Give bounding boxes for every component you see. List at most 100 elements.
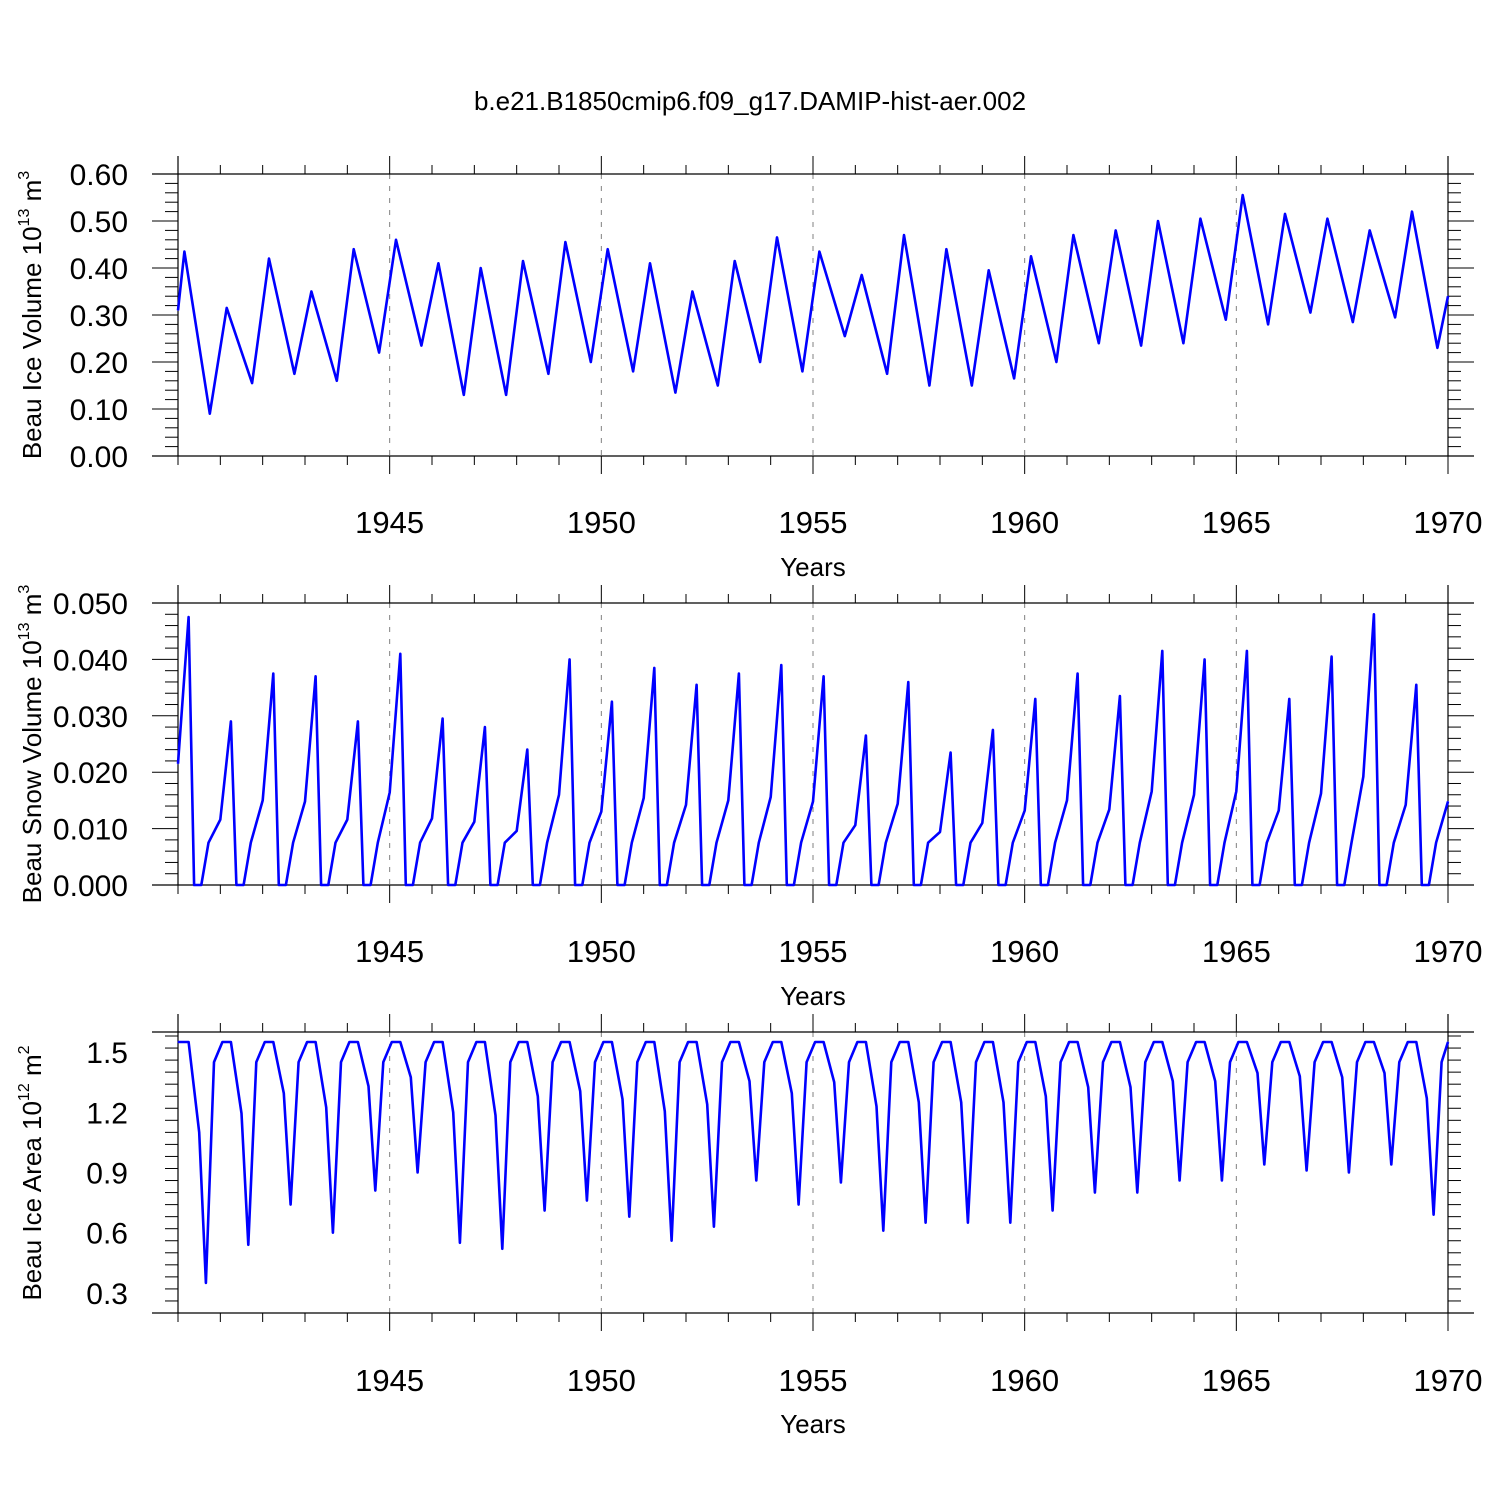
beau-ice-volume-point: [1242, 194, 1244, 196]
beau-ice-area-point: [664, 1110, 666, 1112]
beau-ice-volume-point: [1199, 218, 1201, 220]
beau-ice-area-point: [1094, 1192, 1096, 1194]
beau-ice-area-point: [671, 1240, 673, 1242]
beau-ice-area-point: [848, 1061, 850, 1063]
beau-snow-volume-point: [673, 842, 675, 844]
beau-snow-volume-point: [812, 800, 814, 803]
beau-ice-volume-point: [1098, 342, 1100, 344]
beau-snow-volume-point: [653, 667, 655, 669]
beau-snow-volume-point: [1415, 684, 1417, 686]
y-tick-label: 0.9: [86, 1158, 128, 1191]
beau-snow-volume-point: [250, 842, 252, 844]
beau-ice-area-point: [1447, 1041, 1449, 1043]
x-axis-title: Years: [780, 1409, 846, 1439]
beau-snow-volume-point: [292, 842, 294, 844]
beau-ice-area-point: [1087, 1086, 1089, 1088]
beau-ice-area-point: [255, 1061, 257, 1063]
y-axis-title: Beau Snow Volume 1013 m3: [16, 585, 47, 904]
beau-ice-volume-point: [177, 309, 179, 311]
beau-ice-area-point: [1415, 1041, 1417, 1043]
beau-ice-volume-point: [1352, 321, 1354, 323]
beau-snow-volume-point: [1421, 884, 1423, 886]
beau-ice-area-line: [178, 1040, 1450, 1285]
y-tick-label: 0.40: [70, 253, 128, 286]
beau-ice-area-point: [1119, 1041, 1121, 1043]
beau-ice-area-point: [1002, 1101, 1005, 1103]
beau-ice-area-point: [1331, 1041, 1333, 1043]
beau-ice-area-point: [875, 1105, 878, 1107]
beau-ice-area-point: [298, 1061, 300, 1063]
beau-ice-volume-point: [1225, 319, 1227, 321]
beau-ice-area-point: [494, 1114, 497, 1116]
y-tick-label: 1.5: [86, 1037, 128, 1070]
beau-snow-volume-point: [526, 749, 528, 751]
y-tick-label: 0.050: [53, 588, 128, 621]
beau-ice-area-point: [899, 1041, 901, 1043]
beau-snow-volume-point: [1204, 658, 1206, 661]
beau-ice-area-point: [1263, 1163, 1265, 1166]
beau-snow-volume-point: [1393, 842, 1395, 844]
beau-snow-volume-point: [304, 800, 306, 803]
beau-ice-volume-point: [251, 382, 253, 384]
beau-snow-volume-point: [1373, 613, 1375, 615]
beau-ice-area-point: [452, 1111, 454, 1113]
beau-snow-volume-point: [188, 616, 190, 618]
beau-snow-volume-point: [1124, 884, 1126, 886]
beau-ice-area-point: [1214, 1080, 1216, 1082]
beau-ice-area-point: [1322, 1041, 1324, 1043]
beau-snow-volume-point: [1246, 650, 1248, 652]
beau-snow-volume-point: [854, 824, 856, 826]
beau-snow-volume-point: [262, 799, 264, 802]
beau-snow-volume-point: [1077, 672, 1079, 675]
beau-ice-volume-point: [209, 413, 211, 415]
beau-ice-area-point: [240, 1112, 243, 1114]
y-tick-label: 1.2: [86, 1097, 128, 1130]
beau-snow-volume-point: [200, 884, 202, 886]
y-tick-label: 0.3: [86, 1278, 128, 1311]
beau-snow-volume-point: [828, 884, 830, 886]
beau-snow-volume-point: [346, 819, 348, 821]
beau-ice-area-point: [425, 1061, 427, 1063]
beau-ice-volume-point: [353, 248, 355, 250]
x-tick-label: 1945: [355, 505, 424, 540]
beau-ice-area-point: [579, 1090, 581, 1092]
beau-ice-area-point: [179, 1041, 181, 1043]
beau-ice-volume-point: [1140, 345, 1142, 347]
beau-ice-area-point: [1364, 1041, 1366, 1043]
beau-ice-volume-point: [1013, 377, 1015, 379]
beau-ice-area-point: [907, 1041, 909, 1043]
beau-snow-volume-point: [696, 684, 698, 686]
beau-ice-area-point: [1271, 1061, 1273, 1063]
beau-ice-volume-point: [1284, 213, 1286, 215]
beau-ice-area-point: [1356, 1061, 1358, 1063]
x-tick-label: 1955: [779, 934, 848, 969]
beau-ice-area-point: [1373, 1041, 1375, 1043]
beau-ice-area-point: [484, 1041, 486, 1043]
beau-snow-volume-point: [412, 884, 414, 886]
beau-snow-volume-point: [278, 884, 280, 886]
beau-ice-area-point: [1161, 1041, 1163, 1043]
beau-ice-area-point: [1256, 1072, 1259, 1074]
beau-ice-volume-point: [268, 258, 270, 260]
x-tick-label: 1950: [567, 505, 636, 540]
beau-ice-volume-point: [801, 370, 804, 372]
beau-ice-volume-point: [183, 251, 185, 253]
beau-snow-volume-point: [835, 884, 837, 886]
beau-snow-volume-point: [235, 884, 237, 886]
y-tick-label: 0.040: [53, 644, 128, 677]
beau-ice-area-point: [992, 1041, 994, 1043]
beau-ice-area-point: [501, 1248, 503, 1250]
x-tick-label: 1950: [567, 934, 636, 969]
beau-ice-area-point: [290, 1204, 292, 1206]
beau-snow-volume-point: [230, 720, 232, 723]
beau-ice-area-point: [1398, 1061, 1400, 1063]
beau-ice-volume-point: [1436, 347, 1438, 349]
beau-ice-volume-point: [1369, 229, 1371, 231]
beau-ice-area-point: [763, 1061, 765, 1063]
beau-ice-volume-point: [395, 239, 397, 241]
beau-snow-volume-point: [1139, 842, 1141, 844]
beau-ice-volume-point: [1309, 312, 1311, 314]
beau-ice-area-point: [1077, 1041, 1079, 1043]
y-tick-label: 0.000: [53, 870, 128, 903]
beau-ice-area-point: [221, 1041, 223, 1043]
